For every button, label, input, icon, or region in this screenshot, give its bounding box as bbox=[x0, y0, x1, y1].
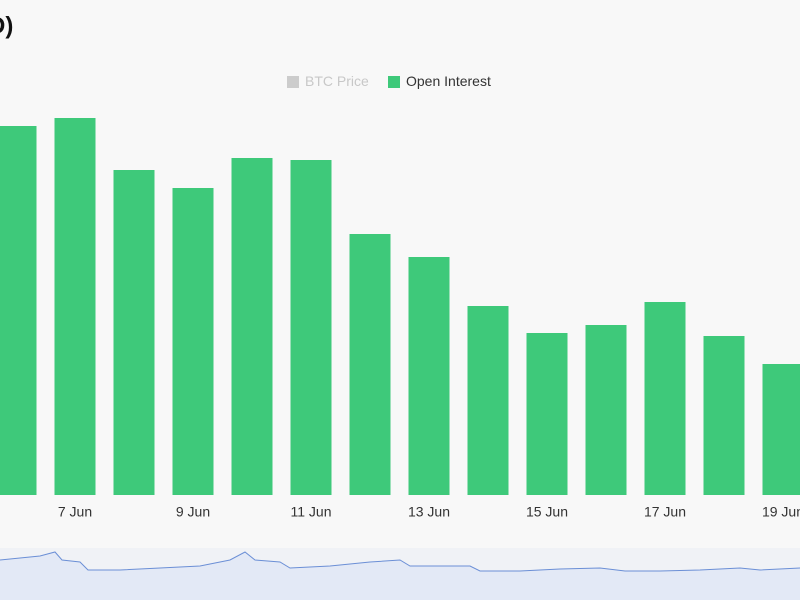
bar bbox=[408, 257, 450, 495]
bar bbox=[467, 306, 509, 495]
bar bbox=[172, 188, 214, 495]
legend-label[interactable]: Open Interest bbox=[406, 73, 491, 89]
bar bbox=[349, 234, 391, 495]
bar bbox=[644, 302, 686, 495]
navigator-area bbox=[0, 552, 800, 600]
bar bbox=[231, 158, 273, 495]
x-tick-label: 13 Jun bbox=[408, 504, 450, 520]
navigator-line bbox=[0, 551, 800, 572]
x-tick-label: 9 Jun bbox=[176, 504, 210, 520]
bar bbox=[0, 126, 37, 495]
bar bbox=[290, 160, 332, 495]
legend-swatch bbox=[287, 76, 299, 88]
x-tick-label: 11 Jun bbox=[291, 504, 332, 520]
legend: BTC Price Open Interest bbox=[287, 73, 491, 89]
x-tick-label: 19 Jun bbox=[762, 504, 800, 520]
chart-title: D) bbox=[0, 12, 13, 39]
legend-label[interactable]: BTC Price bbox=[305, 73, 369, 89]
bar bbox=[526, 333, 568, 495]
bar bbox=[113, 170, 155, 495]
bar bbox=[54, 118, 96, 495]
x-tick-label: 7 Jun bbox=[58, 504, 92, 520]
x-tick-label: 17 Jun bbox=[644, 504, 686, 520]
bar bbox=[585, 325, 627, 495]
bar bbox=[703, 336, 745, 495]
x-tick-label: 15 Jun bbox=[526, 504, 568, 520]
legend-swatch bbox=[388, 76, 400, 88]
bar bbox=[762, 364, 800, 495]
